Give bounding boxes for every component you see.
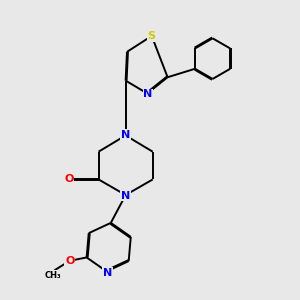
Text: N: N bbox=[103, 268, 112, 278]
Text: CH₃: CH₃ bbox=[44, 271, 61, 280]
Text: N: N bbox=[121, 130, 130, 140]
Text: O: O bbox=[65, 256, 74, 266]
Text: O: O bbox=[64, 174, 74, 184]
Text: N: N bbox=[121, 191, 130, 201]
Text: S: S bbox=[148, 31, 156, 41]
Text: N: N bbox=[143, 89, 153, 99]
